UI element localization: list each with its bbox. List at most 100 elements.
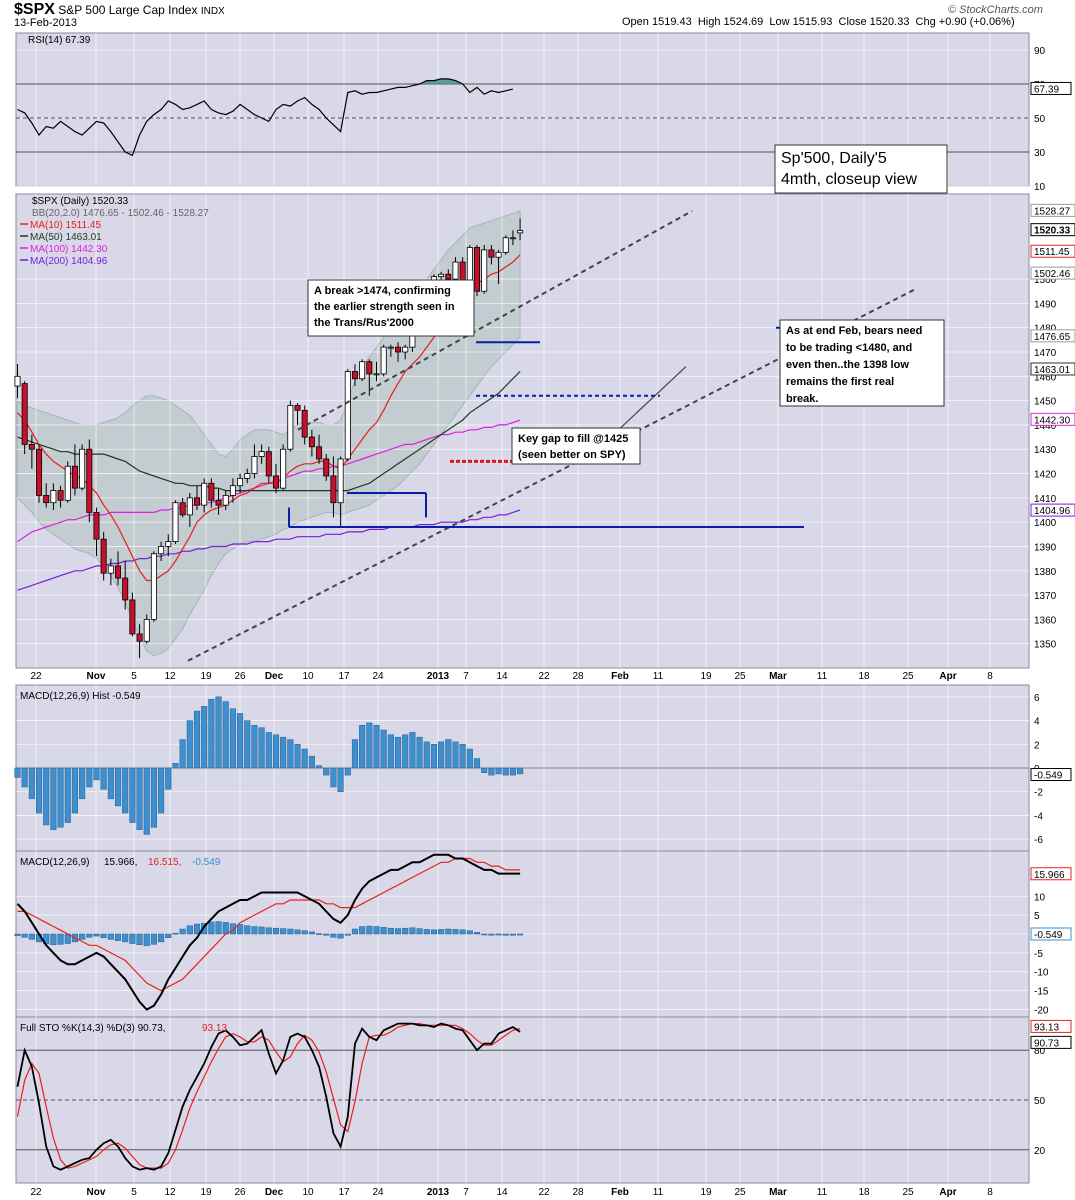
macd-hist-bar [172,932,179,935]
candle-body [64,465,71,501]
annotation-title-line: Sp'500, Daily'5 [781,150,887,167]
hist-bar [114,767,122,807]
macd-hist-bar [122,933,129,943]
hist-bar [79,767,86,800]
macd-hist-bar [373,926,380,935]
price-right-label: 1520.33 [1034,226,1071,237]
price-tick-label: 1500 [1034,275,1057,286]
sto-legend: Full STO %K(14,3) %D(3) 90.73, [20,1023,165,1034]
x-tick-label: 25 [902,671,914,682]
x-tick-label: 11 [653,671,664,682]
macd-hist-bar [201,922,208,935]
price-right-box [1030,412,1075,426]
hist-bar [445,739,452,769]
hist-bar [158,767,165,814]
x-tick-label: 19 [200,671,212,682]
hist-bar [509,767,516,776]
hist-bar [122,767,129,814]
macd-hist-bar [459,929,466,935]
candle-body [57,490,64,501]
x-tick-label: Feb [611,671,629,682]
hist-bar [28,767,35,800]
x-tick-label: 5 [131,1187,137,1198]
hist-bar [323,767,330,776]
x-tick-label: 10 [302,1187,314,1198]
hist-bar [258,727,265,769]
candle-body [100,538,107,574]
candle-body [495,251,502,258]
macd-legend-signal: 16.515, [148,857,181,868]
candle-body [28,443,35,450]
candle-body [201,482,208,506]
trend-line-lower [187,287,917,662]
price-right-label: 1528.27 [1034,206,1071,217]
candle-body [351,371,358,380]
price-right-box [1030,503,1075,517]
price-tick-label: 1390 [1034,542,1057,553]
macd-tick-label: -5 [1034,949,1043,960]
macd-hist-bar [136,933,143,946]
x-tick-label: 12 [164,671,176,682]
x-tick-label: 22 [30,1187,42,1198]
brand-logo: © StockCharts.com [948,4,1043,16]
hist-bar [330,767,337,788]
candle-body [380,346,387,375]
hist-bar [193,710,201,769]
annotation-title-box [774,144,948,194]
hist-bar [502,767,509,776]
price-tick-label: 1380 [1034,567,1057,578]
annotation-break-line: the Trans/Rus'2000 [314,317,414,329]
quote-line: Open 1519.43 High 1524.69 Low 1515.93 Cl… [622,16,1015,28]
price-tick-label: 1440 [1034,421,1057,432]
x-tick-label: 14 [496,671,508,682]
macd-hist-bar [380,927,387,935]
hist-bar [337,767,344,792]
macd-last-box [1030,867,1072,881]
macd-hist-bar [79,933,86,940]
hist-bar [21,767,28,788]
hist-bar [301,748,308,769]
macd-last-label: 15.966 [1034,870,1065,881]
candle-body [474,247,481,292]
annotation-feb-line: As at end Feb, bears need [786,325,922,337]
candle-body [43,495,50,504]
candle-body [265,451,272,477]
macd-tick-label: -15 [1034,987,1049,998]
candle-body [452,261,459,280]
macd-hist-bar [21,933,28,938]
index-name: S&P 500 Large Cap Index [58,3,198,17]
candle-body [165,541,172,547]
bb-legend: BB(20,2.0) 1476.65 - 1502.46 - 1528.27 [32,208,209,219]
hist-bar [143,767,150,835]
hist-bar [416,736,423,769]
hist-bar [359,725,366,769]
macd-hist-bar [244,925,251,935]
price-tick-label: 1460 [1034,372,1057,383]
macd-hist-bar [423,929,430,935]
macd-hist-bar [517,933,524,936]
x-tick-label: 8 [987,1187,993,1198]
x-tick-label: Apr [939,671,956,682]
macd-hist-bar [488,933,495,936]
x-tick-label: 25 [734,671,746,682]
macd-tick-label: -10 [1034,968,1049,979]
hist-tick-label: 4 [1034,717,1040,728]
macd-hist-bar [495,933,502,936]
candle-body [136,633,143,642]
macd-hist-bar [28,933,35,940]
price-right-box [1030,203,1075,217]
candle-body [344,371,351,460]
macd-hist-bar [272,927,280,935]
hist-bar [387,734,394,769]
price-right-label: 1463.01 [1034,365,1071,376]
hist-bar [215,696,222,769]
x-tick-label: 7 [463,671,469,682]
candle-body [438,273,445,278]
hist-bar [237,713,244,769]
macd-hist-bar [86,933,93,938]
annotation-break-box [307,279,475,337]
hist-bar [351,739,359,769]
ma-legend-entry: MA(200) 1404.96 [30,256,108,267]
x-tick-label: 11 [817,1187,828,1198]
candle-body [244,473,251,479]
